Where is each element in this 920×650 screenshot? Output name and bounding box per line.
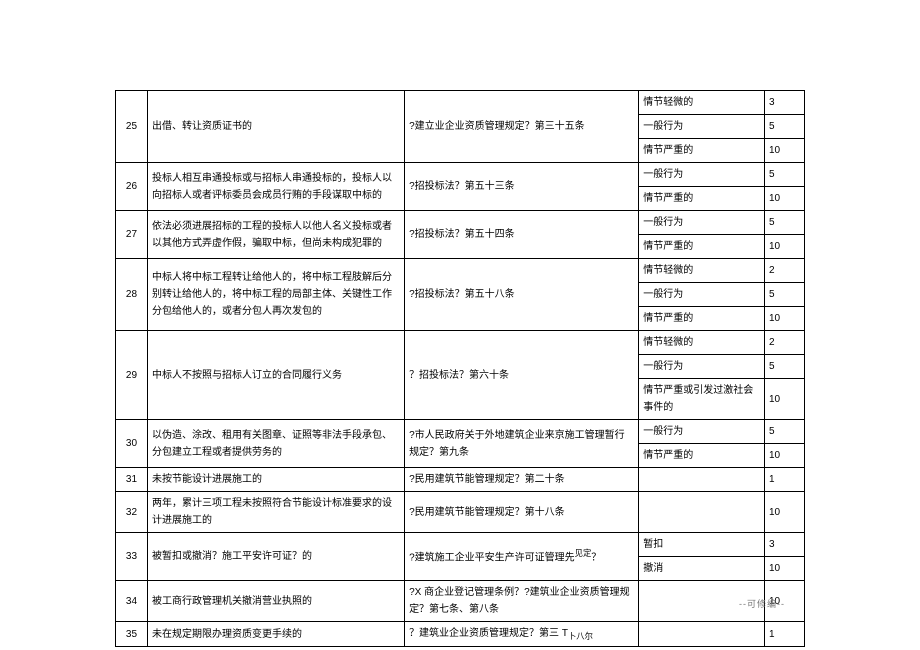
severity-cell: 情节严重的 xyxy=(639,444,765,468)
score-cell: 10 xyxy=(764,492,804,533)
severity-cell: 情节严重或引发过激社会事件的 xyxy=(639,379,765,420)
description-cell: 未在规定期限办理资质变更手续的 xyxy=(147,622,404,647)
score-cell: 5 xyxy=(764,420,804,444)
severity-cell: 情节轻微的 xyxy=(639,331,765,355)
row-number: 33 xyxy=(116,533,148,581)
score-cell: 10 xyxy=(764,557,804,581)
law-reference-cell: ？建筑业企业资质管理规定？第三 T卜八尔 xyxy=(405,622,639,647)
row-number: 30 xyxy=(116,420,148,468)
severity-cell: 情节严重的 xyxy=(639,139,765,163)
score-cell: 5 xyxy=(764,211,804,235)
table-row: 27依法必须进展招标的工程的投标人以他人名义投标或者以其他方式弄虚作假，骗取中标… xyxy=(116,211,805,235)
severity-cell xyxy=(639,622,765,647)
score-cell: 2 xyxy=(764,331,804,355)
table-row: 26投标人相互串通投标或与招标人串通投标的，投标人以向招标人或者评标委员会成员行… xyxy=(116,163,805,187)
description-cell: 被暂扣或撤消？施工平安许可证？的 xyxy=(147,533,404,581)
law-reference-cell: ?X 商企业登记管理条例？?建筑业企业资质管理规定？第七条、第八条 xyxy=(405,581,639,622)
description-cell: 出借、转让资质证书的 xyxy=(147,91,404,163)
row-number: 28 xyxy=(116,259,148,331)
score-cell: 10 xyxy=(764,139,804,163)
description-cell: 未按节能设计进展施工的 xyxy=(147,468,404,492)
law-reference-cell: ？招投标法？第六十条 xyxy=(405,331,639,420)
severity-cell: 情节轻微的 xyxy=(639,259,765,283)
row-number: 34 xyxy=(116,581,148,622)
score-cell: 10 xyxy=(764,187,804,211)
table-row: 32两年，累计三项工程未按照符合节能设计标准要求的设计进展施工的?民用建筑节能管… xyxy=(116,492,805,533)
severity-cell: 一般行为 xyxy=(639,283,765,307)
description-cell: 投标人相互串通投标或与招标人串通投标的，投标人以向招标人或者评标委员会成员行贿的… xyxy=(147,163,404,211)
table-row: 33被暂扣或撤消？施工平安许可证？的?建筑施工企业平安生产许可证管理先见定？暂扣… xyxy=(116,533,805,557)
law-reference-cell: ?市人民政府关于外地建筑企业来京施工管理暂行规定？第九条 xyxy=(405,420,639,468)
table-row: 29中标人不按照与招标人订立的合同履行义务？招投标法？第六十条情节轻微的2 xyxy=(116,331,805,355)
severity-cell: 一般行为 xyxy=(639,420,765,444)
footer-text: --可修编-- xyxy=(739,597,785,610)
law-reference-cell: ?建立业企业资质管理规定？第三十五条 xyxy=(405,91,639,163)
severity-cell: 情节严重的 xyxy=(639,235,765,259)
score-cell: 2 xyxy=(764,259,804,283)
severity-cell: 一般行为 xyxy=(639,163,765,187)
law-reference-cell: ?招投标法？第五十四条 xyxy=(405,211,639,259)
law-reference-cell: ?民用建筑节能管理规定？第二十条 xyxy=(405,468,639,492)
score-cell: 5 xyxy=(764,163,804,187)
law-reference-cell: ?招投标法？第五十三条 xyxy=(405,163,639,211)
row-number: 31 xyxy=(116,468,148,492)
description-cell: 依法必须进展招标的工程的投标人以他人名义投标或者以其他方式弄虚作假，骗取中标，但… xyxy=(147,211,404,259)
score-cell: 10 xyxy=(764,307,804,331)
row-number: 32 xyxy=(116,492,148,533)
description-cell: 中标人不按照与招标人订立的合同履行义务 xyxy=(147,331,404,420)
severity-cell: 一般行为 xyxy=(639,115,765,139)
row-number: 35 xyxy=(116,622,148,647)
table-row: 25出借、转让资质证书的?建立业企业资质管理规定？第三十五条情节轻微的3 xyxy=(116,91,805,115)
regulation-table: 25出借、转让资质证书的?建立业企业资质管理规定？第三十五条情节轻微的3一般行为… xyxy=(115,90,805,647)
description-cell: 以伪造、涂改、租用有关图章、证照等非法手段承包、分包建立工程或者提供劳务的 xyxy=(147,420,404,468)
severity-cell: 撤消 xyxy=(639,557,765,581)
table-row: 30以伪造、涂改、租用有关图章、证照等非法手段承包、分包建立工程或者提供劳务的?… xyxy=(116,420,805,444)
score-cell: 1 xyxy=(764,468,804,492)
row-number: 27 xyxy=(116,211,148,259)
description-cell: 被工商行政管理机关撤消营业执照的 xyxy=(147,581,404,622)
description-cell: 中标人将中标工程转让给他人的，将中标工程肢解后分别转让给他人的，将中标工程的局部… xyxy=(147,259,404,331)
severity-cell: 暂扣 xyxy=(639,533,765,557)
table-row: 34被工商行政管理机关撤消营业执照的?X 商企业登记管理条例？?建筑业企业资质管… xyxy=(116,581,805,622)
score-cell: 10 xyxy=(764,235,804,259)
score-cell: 3 xyxy=(764,533,804,557)
score-cell: 5 xyxy=(764,355,804,379)
table-row: 35未在规定期限办理资质变更手续的？建筑业企业资质管理规定？第三 T卜八尔 1 xyxy=(116,622,805,647)
page-container: 25出借、转让资质证书的?建立业企业资质管理规定？第三十五条情节轻微的3一般行为… xyxy=(0,0,920,647)
law-reference-cell: ?招投标法？第五十八条 xyxy=(405,259,639,331)
row-number: 29 xyxy=(116,331,148,420)
row-number: 26 xyxy=(116,163,148,211)
score-cell: 1 xyxy=(764,622,804,647)
score-cell: 10 xyxy=(764,444,804,468)
table-row: 28中标人将中标工程转让给他人的，将中标工程肢解后分别转让给他人的，将中标工程的… xyxy=(116,259,805,283)
score-cell: 5 xyxy=(764,115,804,139)
severity-cell xyxy=(639,492,765,533)
severity-cell xyxy=(639,468,765,492)
severity-cell: 情节轻微的 xyxy=(639,91,765,115)
description-cell: 两年，累计三项工程未按照符合节能设计标准要求的设计进展施工的 xyxy=(147,492,404,533)
score-cell: 10 xyxy=(764,379,804,420)
table-row: 31未按节能设计进展施工的?民用建筑节能管理规定？第二十条 1 xyxy=(116,468,805,492)
law-reference-cell: ?民用建筑节能管理规定？第十八条 xyxy=(405,492,639,533)
severity-cell: 情节严重的 xyxy=(639,307,765,331)
severity-cell: 情节严重的 xyxy=(639,187,765,211)
law-reference-cell: ?建筑施工企业平安生产许可证管理先见定？ xyxy=(405,533,639,581)
row-number: 25 xyxy=(116,91,148,163)
severity-cell: 一般行为 xyxy=(639,355,765,379)
score-cell: 5 xyxy=(764,283,804,307)
score-cell: 3 xyxy=(764,91,804,115)
severity-cell: 一般行为 xyxy=(639,211,765,235)
